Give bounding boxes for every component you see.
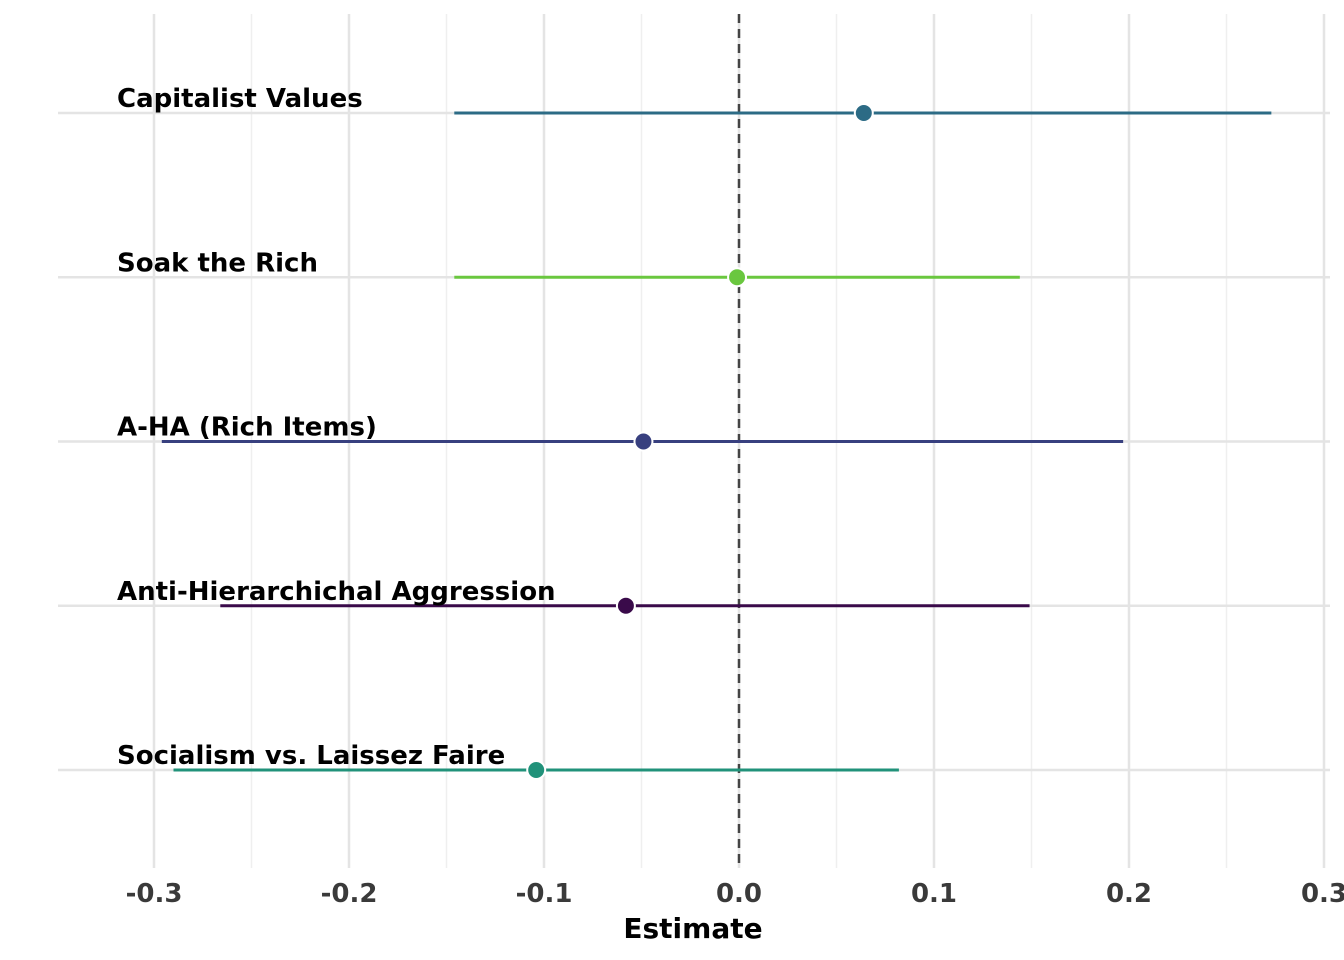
- x-tick-label: -0.3: [126, 879, 183, 909]
- x-tick-label: 0.0: [716, 879, 762, 909]
- x-axis-title: Estimate: [623, 912, 762, 945]
- x-tick-label: 0.2: [1106, 879, 1152, 909]
- x-axis-tick-labels: -0.3 -0.2 -0.1 0.0 0.1 0.2 0.3: [126, 879, 1344, 909]
- category-labels: Capitalist Values Soak the Rich A-HA (Rich…: [117, 84, 556, 771]
- x-tick-label: 0.1: [911, 879, 957, 909]
- estimate-points: [526, 103, 874, 780]
- category-label: Capitalist Values: [117, 84, 363, 114]
- estimate-point: [853, 103, 874, 123]
- x-tick-label: -0.2: [321, 879, 378, 909]
- estimate-point: [633, 431, 654, 452]
- estimate-point: [727, 267, 748, 288]
- category-label: A-HA (Rich Items): [117, 413, 377, 443]
- estimate-point: [615, 595, 636, 616]
- estimate-point: [526, 760, 547, 780]
- category-label: Anti-Hierarchichal Aggression: [117, 577, 556, 607]
- category-label: Socialism vs. Laissez Faire: [117, 741, 505, 771]
- category-label: Soak the Rich: [117, 248, 318, 278]
- x-tick-label: -0.1: [516, 879, 573, 909]
- x-tick-label: 0.3: [1301, 879, 1344, 909]
